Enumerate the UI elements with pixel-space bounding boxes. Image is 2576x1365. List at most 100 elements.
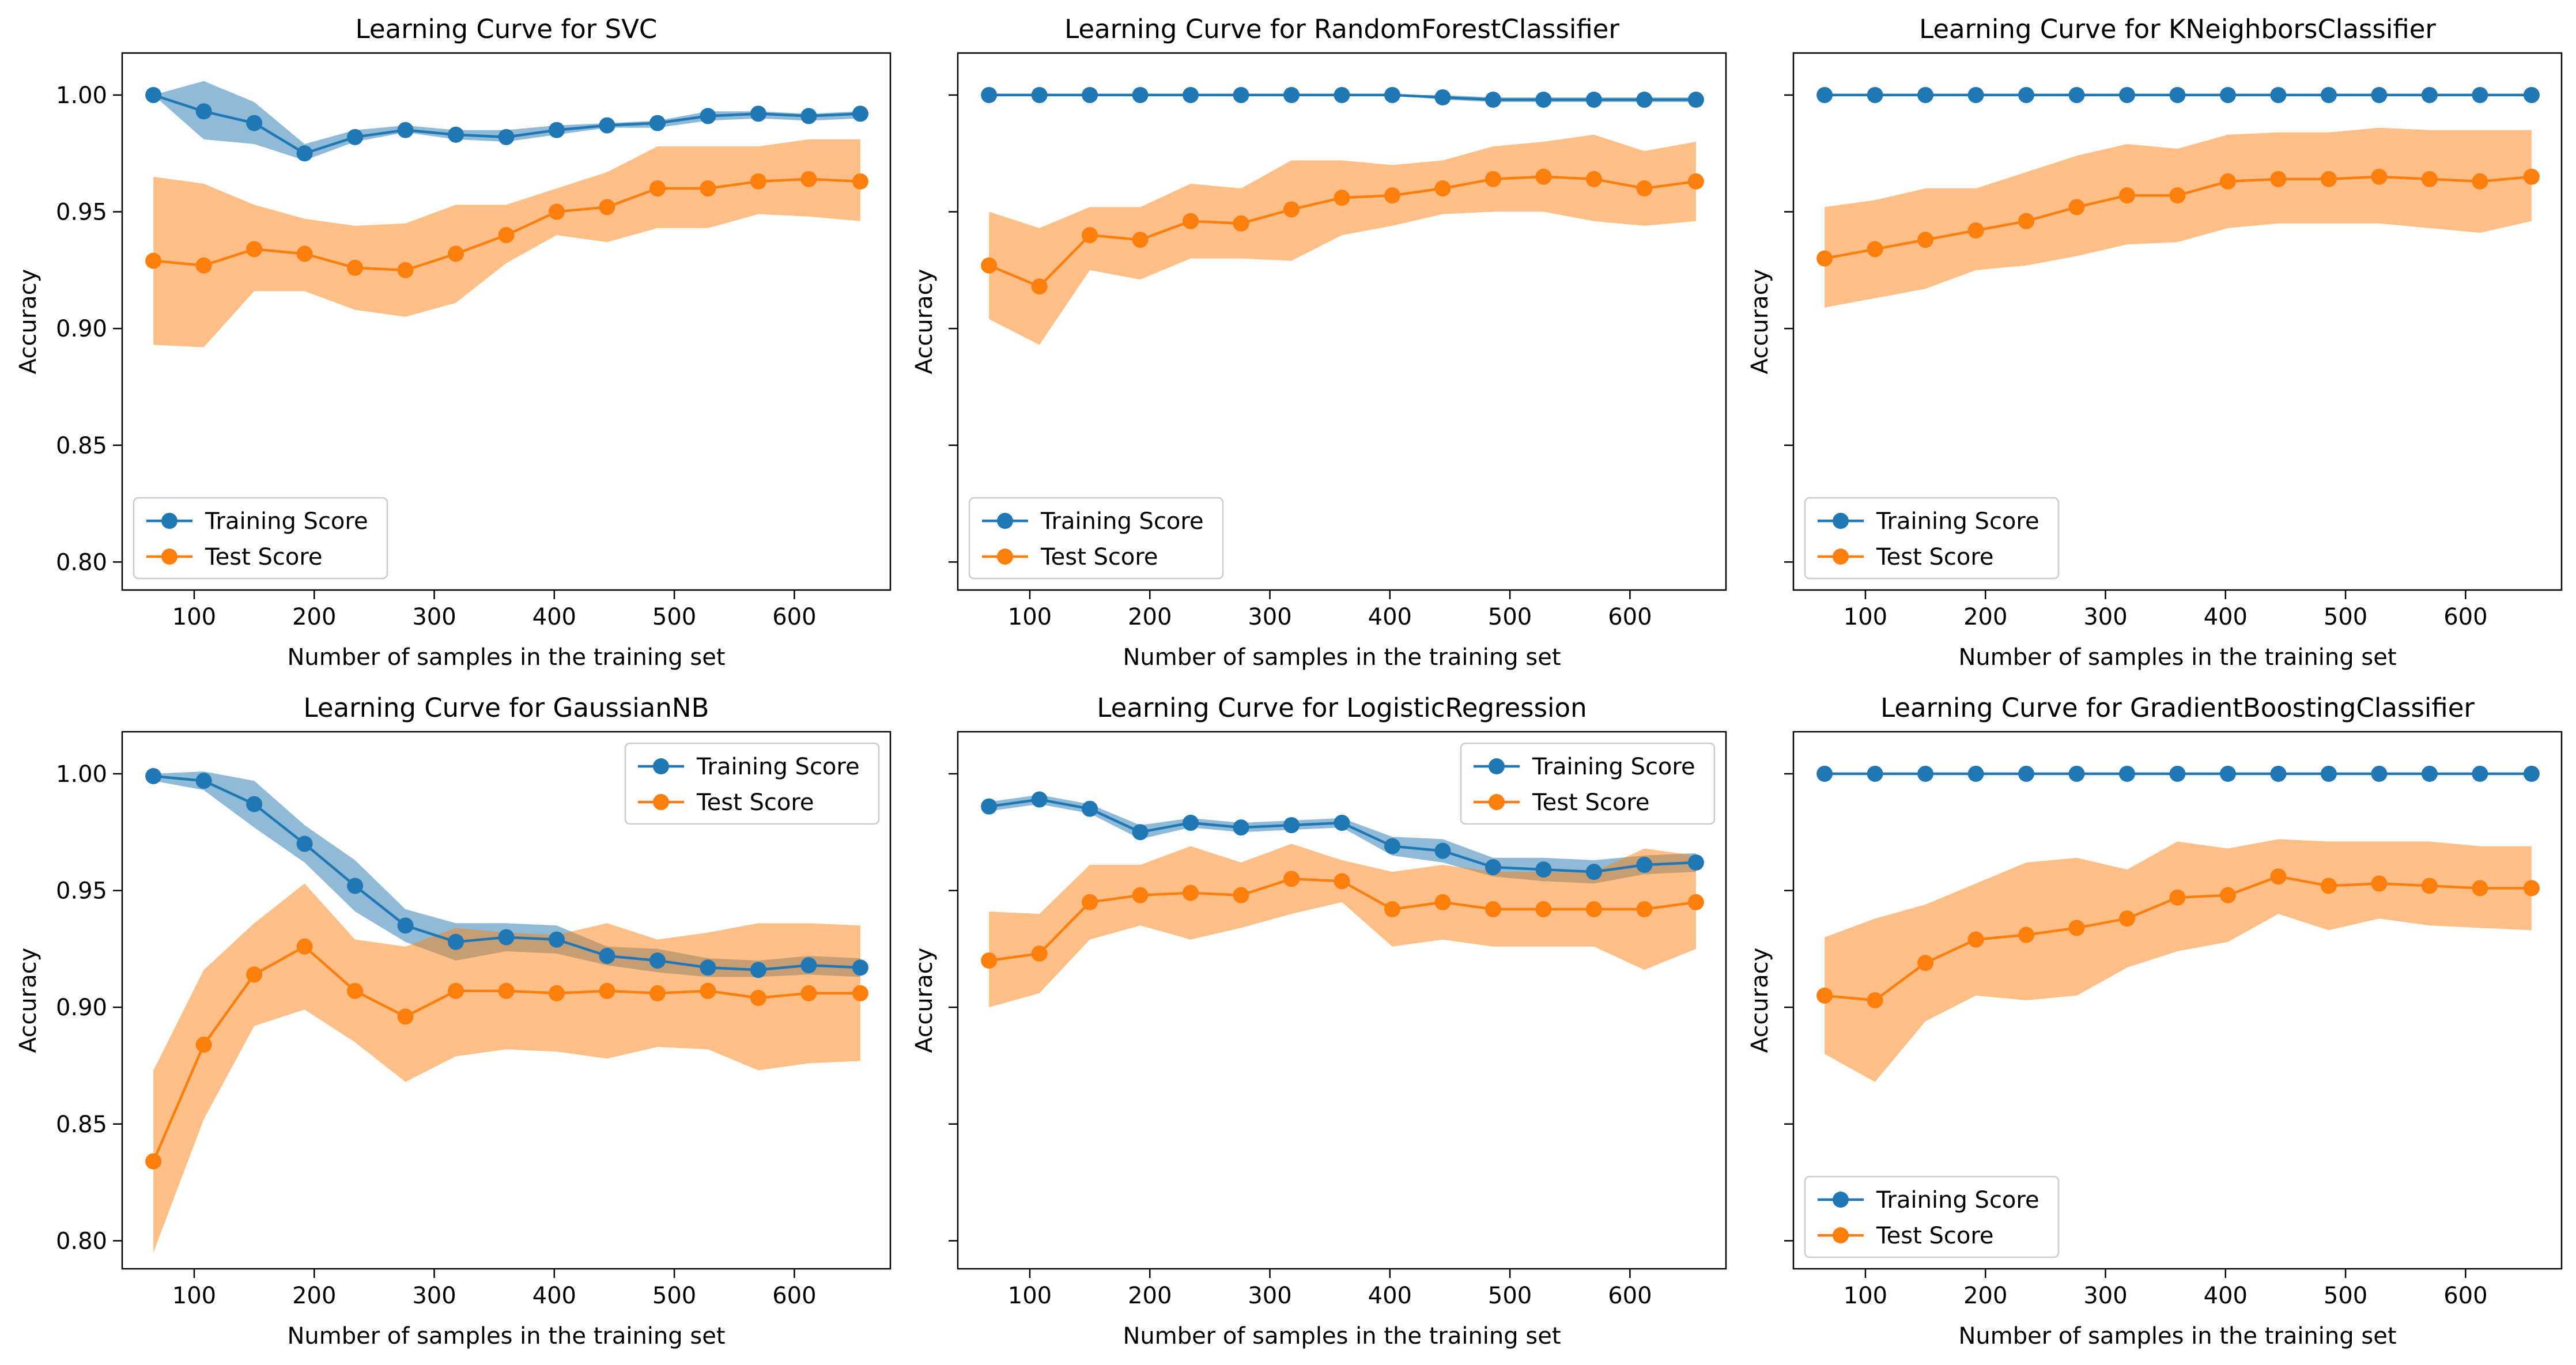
x-tick-label: 200 (1128, 1283, 1172, 1309)
test-score-point (1485, 901, 1501, 917)
test-score-band (989, 134, 1696, 345)
legend-marker (653, 794, 669, 810)
legend-label: Training Score (696, 754, 860, 780)
x-tick-label: 600 (772, 604, 816, 630)
legend-box (1460, 742, 1716, 825)
legend-label: Training Score (1040, 508, 1204, 535)
test-score-point (1867, 241, 1883, 258)
test-score-point (2018, 213, 2035, 229)
test-score-point (1434, 894, 1451, 910)
training-score-point (2371, 86, 2388, 103)
legend: Training Score Test Score (133, 497, 388, 580)
test-score-point (1867, 992, 1883, 1008)
test-score-point (2523, 168, 2540, 185)
legend-box (624, 742, 880, 825)
legend-label: Test Score (205, 544, 323, 570)
training-score-point (498, 929, 515, 946)
training-score-point (1434, 842, 1451, 859)
x-tick-label: 600 (1608, 1283, 1652, 1309)
subplot-4: 100 200 300 400 500 600 0.80 0.85 0.90 0.95 1.00 Nu… (15, 693, 892, 1349)
x-tick-label: 600 (772, 1283, 816, 1309)
legend-marker (1833, 549, 1849, 565)
x-axis-label: Number of samples in the training set (288, 644, 726, 671)
test-score-point (448, 245, 464, 262)
plot-area (1816, 765, 2540, 1082)
plot-area (981, 791, 1704, 1008)
subplot-2: 100 200 300 400 500 600 Number of samples in t… (911, 14, 1727, 671)
training-score-point (2119, 765, 2136, 782)
training-score-point (1132, 86, 1149, 103)
test-score-point (397, 262, 414, 278)
x-tick-label: 200 (1963, 604, 2007, 630)
x-tick-label: 200 (1963, 1283, 2007, 1309)
subplot-6: 100 200 300 400 500 600 Number of samples in t… (1747, 693, 2563, 1349)
legend-label: Training Score (1532, 754, 1695, 780)
x-tick-label: 100 (1008, 604, 1052, 630)
x-tick-label: 400 (1368, 1283, 1412, 1309)
training-score-point (649, 952, 666, 969)
y-tick-label: 0.90 (56, 995, 107, 1021)
training-score-point (1384, 86, 1400, 103)
test-score-point (2119, 187, 2136, 204)
legend: Training Score Test Score (1804, 1175, 2060, 1258)
test-score-point (1132, 232, 1149, 248)
x-axis-label: Number of samples in the training set (1123, 1323, 1561, 1349)
legend-marker (1833, 513, 1849, 529)
test-score-point (2523, 880, 2540, 897)
training-score-point (750, 105, 766, 122)
test-score-point (1283, 201, 1300, 218)
training-score-point (1816, 765, 1833, 782)
training-score-point (1636, 856, 1653, 873)
test-score-point (2068, 920, 2085, 936)
training-score-point (800, 108, 817, 124)
test-score-point (599, 982, 615, 999)
test-score-point (2270, 171, 2287, 187)
training-score-point (1867, 765, 1883, 782)
legend-box (1804, 1175, 2060, 1258)
x-tick-label: 100 (1844, 604, 1887, 630)
test-score-band (153, 139, 860, 347)
training-score-point (1334, 86, 1350, 103)
test-score-point (548, 985, 565, 1001)
test-score-point (448, 982, 464, 999)
test-score-point (246, 241, 263, 258)
test-score-point (246, 966, 263, 983)
training-score-point (2371, 765, 2388, 782)
legend-label: Test Score (1876, 1223, 1994, 1249)
x-tick-label: 400 (532, 604, 576, 630)
training-score-point (2270, 86, 2287, 103)
axes-frame (1792, 731, 2563, 1270)
training-score-point (599, 948, 615, 965)
test-score-point (1535, 168, 1552, 185)
test-score-point (1384, 187, 1400, 204)
legend-label: Training Score (1876, 1187, 2039, 1213)
training-score-point (498, 128, 515, 145)
test-score-point (1334, 190, 1350, 206)
training-score-point (2320, 765, 2337, 782)
x-axis-label: Number of samples in the training set (1959, 1323, 2397, 1349)
training-score-point (2472, 765, 2488, 782)
training-score-point (800, 957, 817, 974)
x-tick-label: 200 (1128, 604, 1172, 630)
x-tick-label: 500 (1488, 1283, 1532, 1309)
test-score-point (1636, 180, 1653, 197)
test-score-point (2169, 889, 2186, 906)
test-score-band (1825, 127, 2532, 308)
test-score-point (2320, 171, 2337, 187)
legend-label: Test Score (1876, 544, 1994, 570)
axes-frame (121, 731, 892, 1270)
y-tick-label: 0.80 (56, 1228, 107, 1254)
y-axis-label: Accuracy (911, 948, 938, 1053)
subplot-title: Learning Curve for KNeighborsClassifier (1919, 14, 2436, 44)
test-score-point (498, 227, 515, 244)
x-tick-label: 600 (2443, 1283, 2487, 1309)
training-score-point (296, 145, 313, 162)
test-score-point (2219, 887, 2236, 903)
test-score-point (1082, 227, 1098, 244)
training-score-point (1917, 86, 1934, 103)
training-score-point (2320, 86, 2337, 103)
legend-label: Test Score (696, 789, 814, 816)
training-score-point (2068, 765, 2085, 782)
legend-marker (161, 513, 177, 529)
